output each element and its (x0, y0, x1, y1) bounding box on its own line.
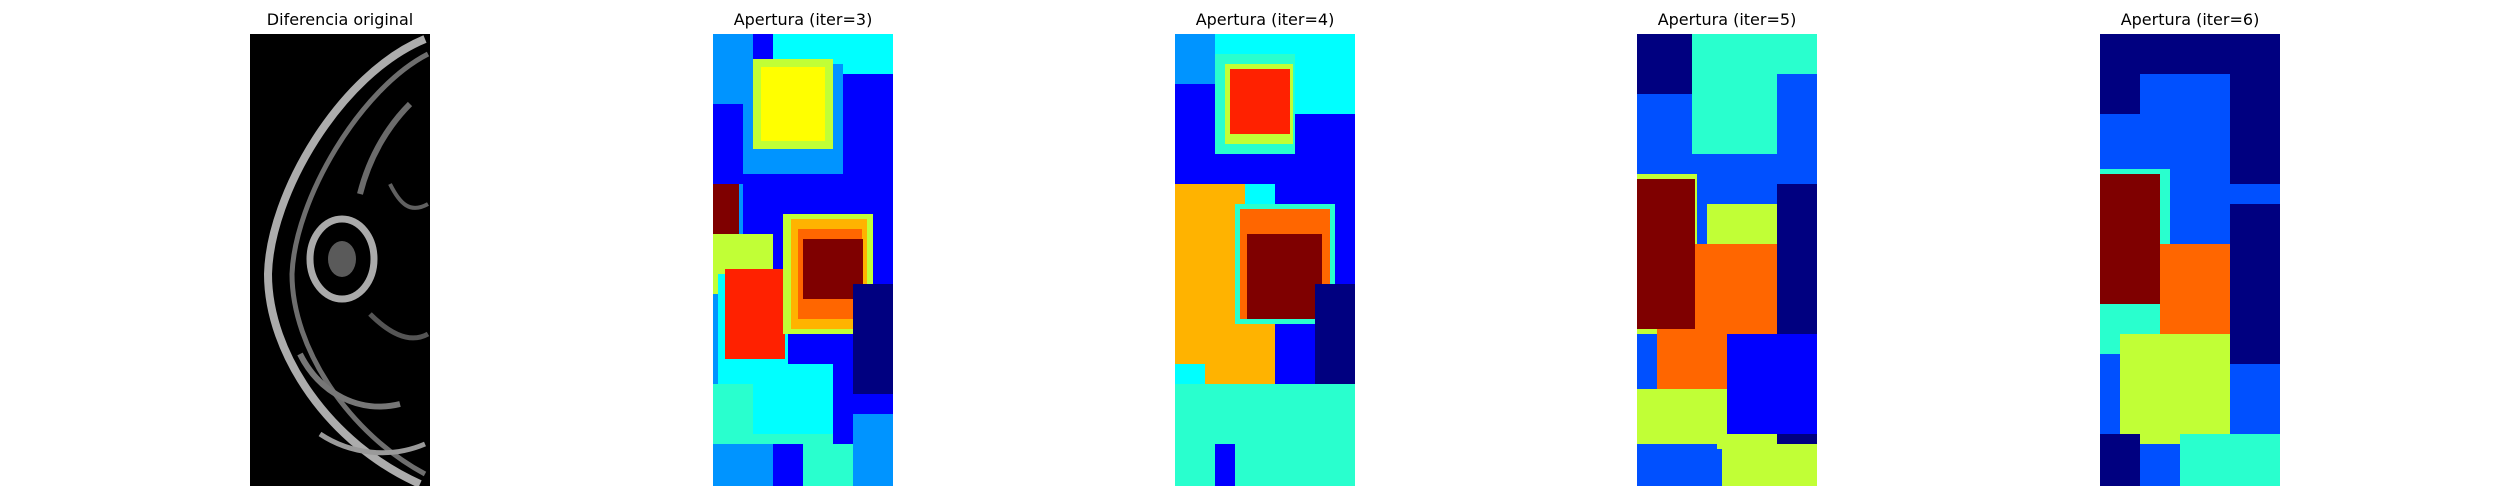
opening-iter-6-image (2100, 34, 2280, 486)
panel-iter-3: Apertura (iter=3) (593, 0, 1013, 500)
opening-iter-5-image (1637, 34, 1817, 486)
panel-iter-6: Apertura (iter=6) (1980, 0, 2400, 500)
jet-image (2100, 34, 2280, 486)
original-difference-image (250, 34, 430, 486)
panel-title: Apertura (iter=3) (733, 10, 873, 29)
panel-title: Diferencia original (266, 10, 414, 29)
opening-iter-3-image (713, 34, 893, 486)
panel-title: Apertura (iter=6) (2120, 10, 2260, 29)
opening-iter-4-image (1175, 34, 1355, 486)
panel-title: Apertura (iter=4) (1195, 10, 1335, 29)
jet-image (1637, 34, 1817, 486)
panel-title: Apertura (iter=5) (1657, 10, 1797, 29)
jet-image (713, 34, 893, 486)
grayscale-image (250, 34, 430, 486)
jet-image (1175, 34, 1355, 486)
panel-iter-5: Apertura (iter=5) (1517, 0, 1937, 500)
panel-original: Diferencia original (130, 0, 550, 500)
panel-iter-4: Apertura (iter=4) (1055, 0, 1475, 500)
